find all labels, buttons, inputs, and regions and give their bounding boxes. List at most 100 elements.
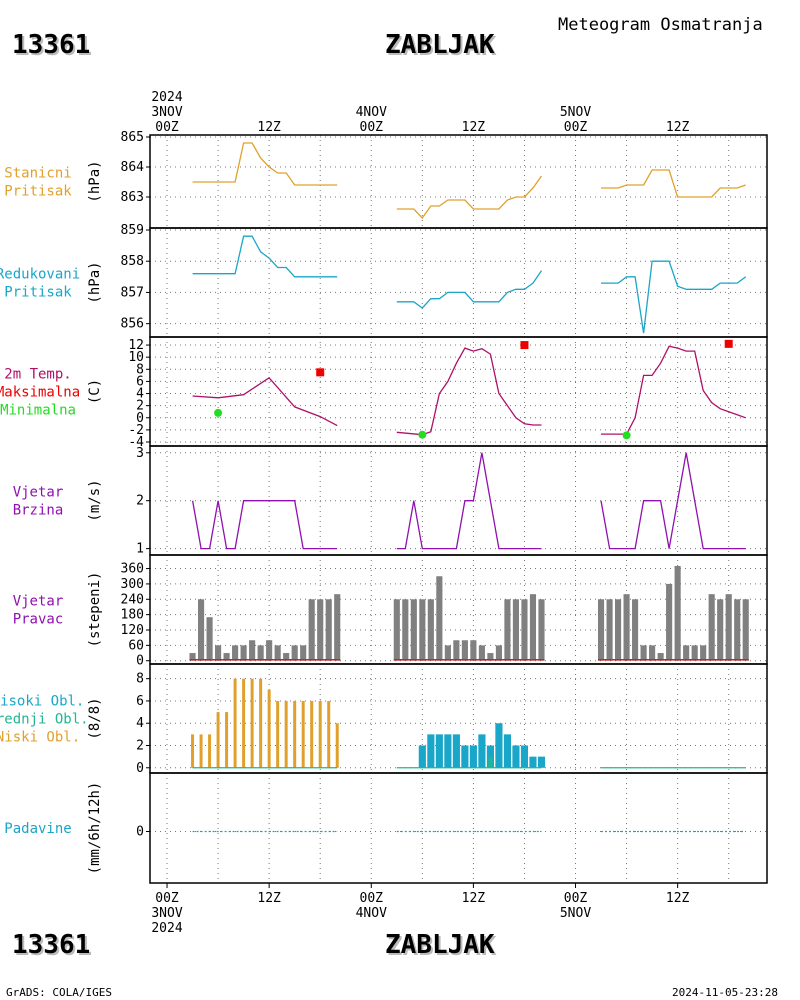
panel-label: Redukovani [0, 267, 80, 283]
y-tick-label: 4 [136, 387, 144, 402]
y-tick-label: 858 [121, 254, 144, 269]
low-cloud-bar [301, 700, 305, 768]
station-name: ZABLJAK [385, 30, 495, 60]
low-cloud-bar [199, 734, 203, 768]
panel-label: Minimalna [0, 403, 76, 419]
top-time-label: 12Z [257, 120, 281, 135]
top-time-label: 12Z [666, 120, 690, 135]
station-name-shadow: ZABLJAK [387, 32, 497, 62]
panel-frame [149, 336, 768, 447]
series-line [396, 175, 543, 220]
high-cloud-bar [461, 745, 469, 768]
y-tick-label: 8 [136, 362, 144, 377]
top-time-label: 2024 [151, 90, 182, 105]
y-tick-label: 240 [121, 592, 144, 607]
top-time-label: 00Z [564, 120, 588, 135]
panel-label: Niski Obl. [0, 730, 80, 746]
y-axis-label: (C) [87, 379, 103, 404]
wind-direction-bar [538, 599, 545, 661]
wind-direction-bar [504, 599, 511, 661]
low-cloud-bar [318, 700, 322, 768]
low-cloud-bar [310, 700, 314, 768]
high-cloud-bar [495, 723, 503, 768]
wind-direction-bar [308, 599, 315, 661]
y-tick-label: 857 [121, 285, 144, 300]
high-cloud-bar [444, 734, 452, 768]
wind-direction-bar [266, 640, 273, 661]
tmin-marker [622, 431, 631, 440]
panel-clouds: 0 2 4 6 8 Visoki Obl. Srednji Obl. Niski Obl. (8… [0, 663, 768, 776]
top-time-label: 00Z [360, 120, 384, 135]
series-line [191, 500, 338, 550]
wind-direction-bar [427, 599, 434, 661]
y-tick-label: 60 [128, 638, 144, 653]
panel-precipitation: 0 Padavine (mm/6h/12h) [4, 772, 768, 884]
wind-direction-bar [495, 645, 502, 661]
bottom-time-label: 5NOV [560, 906, 591, 921]
wind-direction-bar [334, 594, 341, 661]
wind-direction-bar [478, 645, 485, 661]
wind-direction-bar [683, 645, 690, 661]
low-cloud-bar [225, 712, 229, 768]
y-tick-label: 0 [136, 654, 144, 669]
panel-label: Pritisak [4, 184, 72, 200]
high-cloud-bar [529, 756, 537, 768]
high-cloud-bar [520, 745, 529, 768]
y-tick-label: 864 [121, 160, 145, 175]
wind-direction-bar [640, 645, 647, 661]
wind-direction-bar [632, 599, 639, 661]
wind-direction-bar [725, 594, 732, 661]
bottom-time-label: 4NOV [356, 906, 387, 921]
y-tick-label: 3 [136, 446, 144, 461]
high-cloud-bar [418, 745, 426, 768]
wind-direction-bar [436, 576, 443, 661]
low-cloud-bar [335, 723, 339, 768]
panel-label: Pravac [13, 612, 64, 628]
y-axis-label: (stepeni) [87, 572, 103, 648]
high-cloud-bar [427, 734, 435, 768]
tmax-marker [520, 341, 529, 350]
top-time-label: 00Z [155, 120, 179, 135]
wind-direction-bar [206, 617, 213, 661]
wind-direction-bar [215, 645, 222, 661]
high-cloud-bar [435, 734, 443, 768]
bottom-time-label: 00Z [360, 891, 384, 906]
panel-label: Maksimalna [0, 385, 80, 401]
footer-credit: GrADS: COLA/IGES [6, 986, 112, 999]
wind-direction-bar [419, 599, 426, 661]
wind-direction-bar [317, 599, 324, 661]
wind-direction-bar [232, 645, 239, 661]
wind-direction-bar [257, 645, 264, 661]
wind-direction-bar [291, 645, 298, 661]
top-time-label: 12Z [462, 120, 486, 135]
panel-label: Padavine [4, 821, 71, 837]
low-cloud-bar [216, 712, 220, 768]
wind-direction-bar [512, 599, 520, 661]
y-tick-label: 856 [121, 317, 144, 332]
high-cloud-bar [512, 745, 520, 768]
wind-direction-bar [487, 653, 494, 661]
y-tick-label: 1 [136, 542, 144, 557]
y-axis-label: (hPa) [87, 261, 103, 303]
y-tick-label: 6 [136, 374, 144, 389]
tmin-marker [418, 430, 427, 439]
wind-direction-bar [529, 594, 537, 661]
panel-label: Vjetar [13, 594, 64, 610]
wind-direction-bar [691, 645, 698, 661]
wind-direction-bar [393, 599, 400, 661]
meteogram-title: Meteogram Osmatranja [558, 15, 763, 35]
y-axis-label: (mm/6h/12h) [87, 782, 103, 875]
wind-direction-bar [461, 640, 468, 661]
y-tick-label: 4 [136, 716, 144, 731]
panel-label: Pritisak [4, 285, 72, 301]
y-tick-label: 859 [121, 223, 144, 238]
wind-direction-bar [708, 594, 715, 661]
series-line [601, 169, 746, 198]
high-cloud-bar [469, 745, 477, 768]
tmin-marker [214, 408, 223, 417]
y-tick-label: 12 [128, 338, 144, 353]
